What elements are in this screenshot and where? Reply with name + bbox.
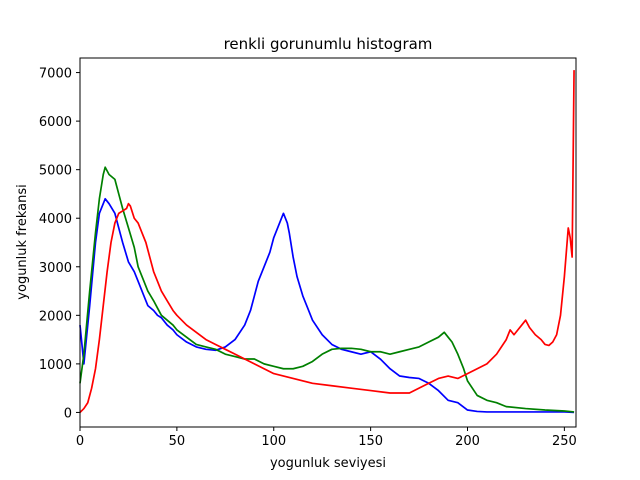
y-tick-label: 3000 [39,261,72,276]
x-axis-label: yogunluk seviyesi [270,456,386,471]
y-tick-label: 1000 [39,358,72,373]
y-tick-label: 0 [64,406,72,421]
chart-title: renkli gorunumlu histogram [224,35,433,53]
plot-frame [79,57,577,428]
series-line-0 [79,197,575,414]
x-tick-label: 250 [552,434,577,449]
series-layer [79,70,575,414]
y-tick-label: 4000 [39,212,72,227]
y-tick-label: 5000 [39,164,72,179]
x-tick-label: 100 [261,434,286,449]
x-tick-label: 50 [169,434,186,449]
y-tick-label: 6000 [39,115,72,130]
y-axis: 0 1000 2000 3000 4000 5000 6000 7000 [39,67,80,421]
y-tick-label: 2000 [39,309,72,324]
series-line-1 [79,166,575,413]
series-line-2 [79,70,575,414]
x-tick-label: 0 [76,434,84,449]
y-axis-label: yogunluk frekansi [15,184,30,299]
x-tick-label: 200 [455,434,480,449]
x-axis: 0 50 100 150 200 250 [76,427,577,449]
y-tick-label: 7000 [39,67,72,82]
x-tick-label: 150 [358,434,383,449]
